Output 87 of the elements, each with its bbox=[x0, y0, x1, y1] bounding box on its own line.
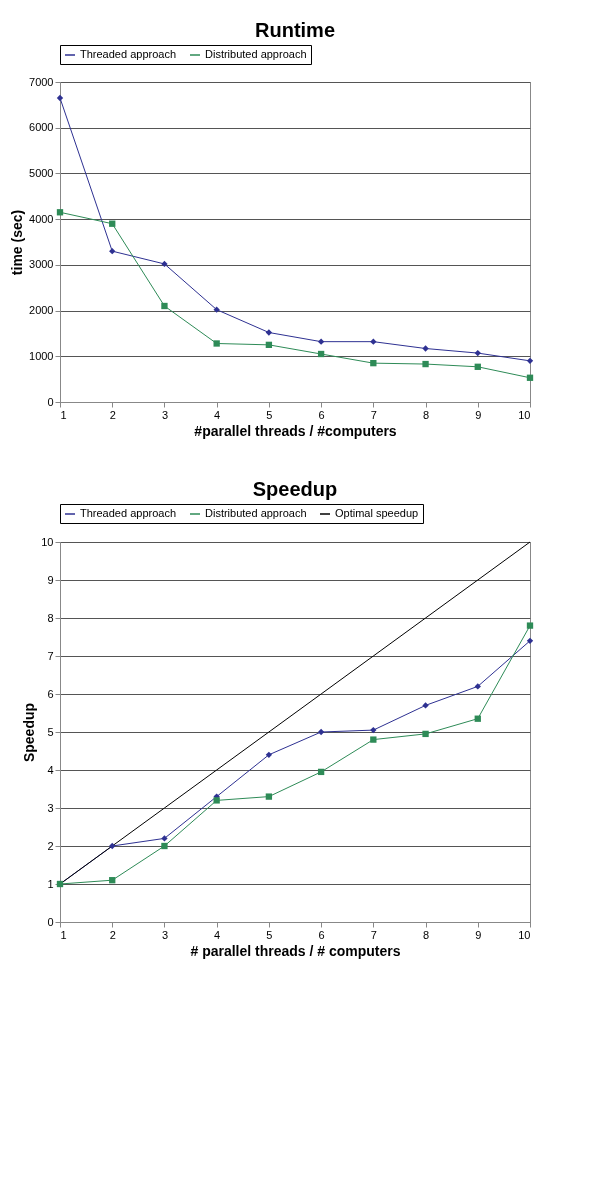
x-tick-label: 5 bbox=[266, 408, 273, 421]
y-tick-label: 4000 bbox=[29, 212, 54, 225]
point bbox=[213, 306, 220, 313]
point bbox=[526, 357, 534, 365]
point bbox=[213, 340, 220, 347]
y-tick-label: 0 bbox=[47, 915, 54, 928]
point bbox=[474, 349, 481, 357]
point bbox=[161, 835, 168, 842]
point bbox=[370, 359, 377, 367]
point bbox=[317, 768, 325, 776]
x-tick-label: 3 bbox=[161, 928, 169, 941]
x-tick-label: 3 bbox=[161, 408, 169, 421]
y-axis-title: time (sec) bbox=[9, 209, 26, 276]
point bbox=[422, 360, 429, 368]
y-tick-label: 2000 bbox=[29, 304, 54, 317]
point bbox=[265, 751, 273, 758]
x-tick-label: 6 bbox=[318, 928, 325, 941]
legend-label: Threaded approach bbox=[80, 507, 177, 519]
y-tick-label: 5 bbox=[47, 725, 54, 738]
point bbox=[422, 345, 429, 352]
point bbox=[474, 715, 481, 722]
point bbox=[265, 341, 273, 349]
y-tick-label: 7000 bbox=[29, 75, 54, 88]
x-tick-label: 8 bbox=[422, 928, 430, 941]
point bbox=[526, 374, 534, 381]
y-tick-label: 9 bbox=[47, 573, 54, 586]
y-tick-label: 3 bbox=[47, 801, 54, 814]
y-tick-label: 2 bbox=[47, 839, 54, 852]
point bbox=[109, 220, 116, 227]
point bbox=[161, 260, 168, 268]
point bbox=[370, 726, 377, 734]
y-axis-title: Speedup bbox=[21, 702, 38, 763]
x-axis-title: # parallel threads / # computers bbox=[190, 942, 401, 959]
x-tick-label: 10 bbox=[518, 408, 531, 421]
y-tick-label: 1000 bbox=[29, 349, 54, 362]
y-tick-label: 6 bbox=[47, 687, 54, 700]
y-tick-label: 8 bbox=[47, 611, 54, 624]
x-tick-label: 9 bbox=[475, 408, 482, 421]
y-tick-label: 1 bbox=[47, 877, 54, 890]
x-tick-label: 8 bbox=[422, 408, 430, 421]
point bbox=[109, 877, 116, 884]
y-tick-label: 5000 bbox=[29, 166, 54, 179]
point bbox=[109, 842, 116, 850]
chart-title: Speedup bbox=[252, 477, 338, 500]
point bbox=[422, 730, 429, 738]
point bbox=[370, 338, 377, 345]
x-tick-label: 2 bbox=[109, 928, 116, 941]
legend-label: Distributed approach bbox=[205, 507, 307, 519]
point bbox=[317, 350, 325, 358]
y-tick-label: 4 bbox=[47, 763, 54, 776]
point bbox=[161, 842, 168, 850]
x-tick-label: 7 bbox=[370, 928, 377, 941]
point bbox=[265, 793, 273, 800]
point bbox=[370, 736, 377, 743]
y-tick-label: 6000 bbox=[29, 121, 54, 134]
x-tick-label: 9 bbox=[475, 928, 482, 941]
point bbox=[56, 209, 64, 216]
point bbox=[161, 302, 168, 310]
point bbox=[526, 637, 534, 644]
point bbox=[213, 797, 220, 804]
x-tick-label: 2 bbox=[109, 408, 116, 421]
point bbox=[56, 94, 64, 102]
point bbox=[422, 702, 429, 709]
x-tick-label: 4 bbox=[214, 408, 221, 421]
point bbox=[474, 683, 481, 690]
x-tick-label: 7 bbox=[370, 408, 377, 421]
point bbox=[317, 338, 325, 345]
y-tick-label: 7 bbox=[47, 649, 54, 662]
point bbox=[317, 728, 325, 736]
point bbox=[265, 329, 273, 336]
x-tick-label: 5 bbox=[266, 928, 273, 941]
legend-label: Threaded approach bbox=[80, 48, 177, 60]
y-tick-label: 3000 bbox=[29, 258, 54, 271]
x-tick-label: 10 bbox=[518, 928, 531, 941]
x-tick-label: 4 bbox=[214, 928, 221, 941]
x-tick-label: 1 bbox=[60, 408, 67, 421]
chart-title: Runtime bbox=[255, 18, 335, 41]
y-tick-label: 0 bbox=[47, 395, 54, 408]
legend-label: Distributed approach bbox=[205, 48, 307, 60]
x-tick-label: 6 bbox=[318, 408, 325, 421]
y-tick-label: 10 bbox=[41, 535, 54, 548]
legend-label: Optimal speedup bbox=[335, 507, 419, 519]
x-tick-label: 1 bbox=[60, 928, 67, 941]
x-axis-title: #parallel threads / #computers bbox=[194, 422, 397, 439]
point bbox=[109, 247, 116, 255]
point bbox=[474, 363, 481, 370]
point bbox=[526, 622, 534, 629]
